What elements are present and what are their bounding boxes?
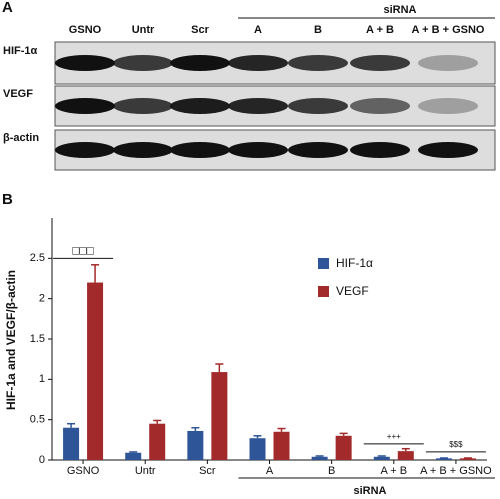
- blot-band: [113, 98, 173, 114]
- legend-swatch: [318, 258, 329, 269]
- x-tick-label: Scr: [199, 465, 216, 477]
- lane-label: A + B: [366, 24, 394, 36]
- bar: [87, 282, 104, 460]
- bar: [187, 430, 204, 460]
- bar: [125, 452, 142, 460]
- blot-band: [170, 142, 230, 158]
- x-tick-label: B: [328, 465, 335, 477]
- lane-label: A + B + GSNO: [412, 24, 485, 36]
- bar: [149, 423, 166, 460]
- blot-band: [113, 55, 173, 71]
- x-tick-label: A: [266, 465, 274, 477]
- group-label: siRNA: [383, 4, 416, 16]
- legend-label: VEGF: [336, 284, 369, 298]
- blot-band: [228, 142, 288, 158]
- blot-band: [418, 98, 478, 114]
- bar: [249, 438, 266, 460]
- row-label: β-actin: [3, 132, 39, 144]
- blot-band: [228, 98, 288, 114]
- y-tick-label: 1.5: [30, 333, 45, 345]
- annotation: □□□: [72, 244, 94, 258]
- x-tick-label: A + B: [380, 465, 407, 477]
- bar: [211, 372, 228, 460]
- lane-label: A: [254, 24, 262, 36]
- x-tick-label: Untr: [135, 465, 156, 477]
- panel-label: A: [2, 0, 13, 16]
- bar: [311, 456, 328, 460]
- blot-band: [350, 98, 410, 114]
- bar: [459, 458, 476, 460]
- lane-label: Untr: [132, 24, 155, 36]
- panel-label: B: [2, 191, 13, 208]
- bar: [435, 458, 452, 460]
- lane-label: GSNO: [69, 24, 102, 36]
- annotation: +++: [387, 432, 401, 441]
- bar: [63, 427, 80, 460]
- blot-band: [55, 98, 115, 114]
- lane-label: B: [314, 24, 322, 36]
- bar: [335, 435, 352, 460]
- blot-band: [55, 55, 115, 71]
- blot-band: [418, 142, 478, 158]
- y-tick-label: 0: [39, 454, 45, 466]
- y-tick-label: 0.5: [30, 414, 45, 426]
- row-label: HIF-1α: [3, 45, 38, 57]
- blot-band: [418, 55, 478, 71]
- y-axis-label: HIF-1a and VEGF/β-actin: [4, 270, 18, 410]
- blot-band: [288, 55, 348, 71]
- x-group-label: siRNA: [353, 485, 386, 497]
- blot-band: [350, 142, 410, 158]
- x-tick-label: GSNO: [67, 465, 100, 477]
- bar: [397, 451, 414, 460]
- lane-label: Scr: [191, 24, 209, 36]
- blot-band: [55, 142, 115, 158]
- y-tick-label: 2: [39, 293, 45, 305]
- bar: [373, 456, 390, 460]
- blot-band: [350, 55, 410, 71]
- annotation: $$$: [449, 440, 463, 449]
- y-tick-label: 1: [39, 373, 45, 385]
- blot-band: [288, 142, 348, 158]
- blot-band: [170, 98, 230, 114]
- blot-band: [170, 55, 230, 71]
- y-tick-label: 2.5: [30, 252, 45, 264]
- blot-band: [288, 98, 348, 114]
- legend-swatch: [318, 286, 329, 297]
- legend-label: HIF-1α: [336, 256, 373, 270]
- blot-band: [228, 55, 288, 71]
- row-label: VEGF: [3, 88, 33, 100]
- x-tick-label: A + B + GSNO: [420, 465, 492, 477]
- bar: [273, 431, 290, 460]
- blot-band: [113, 142, 173, 158]
